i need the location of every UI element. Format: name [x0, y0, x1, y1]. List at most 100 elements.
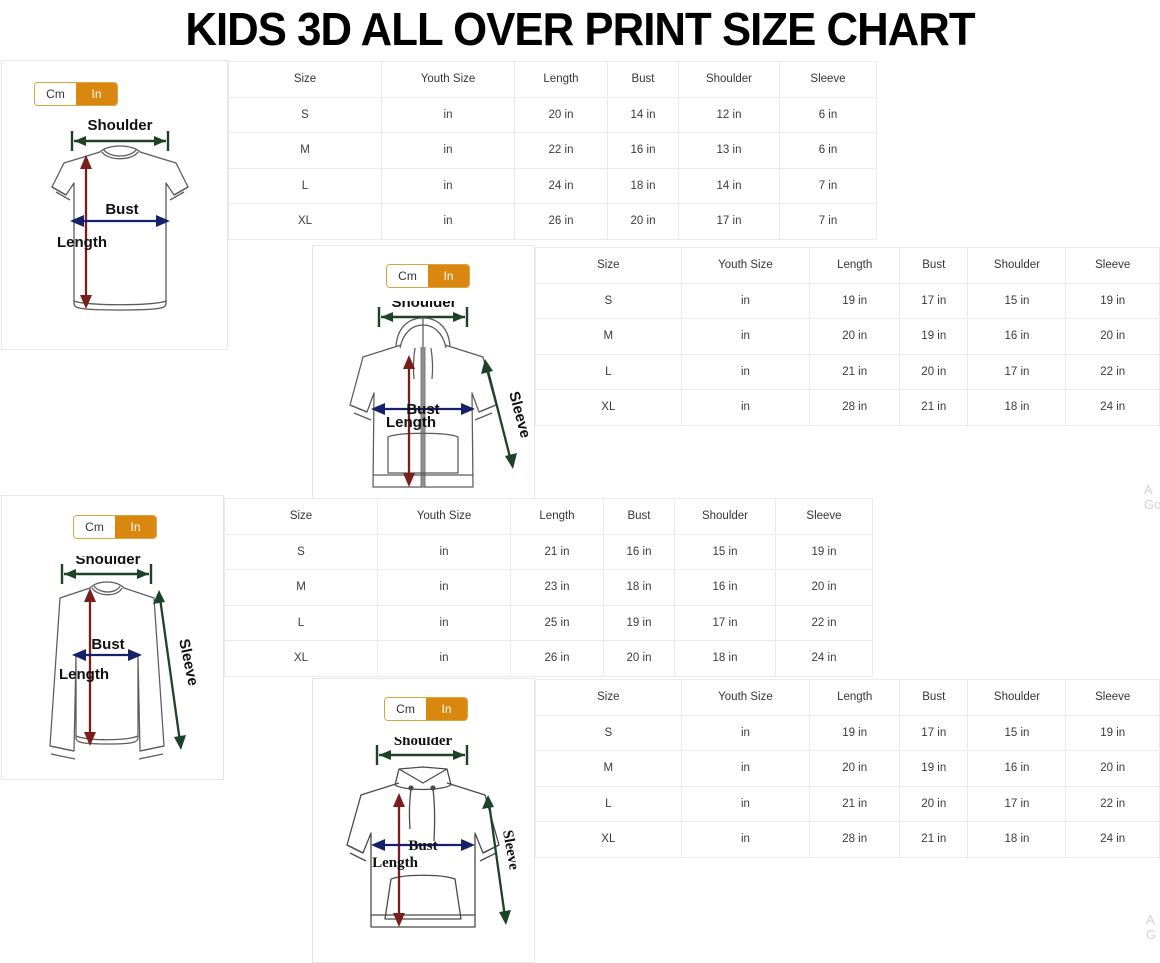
cell-bust: 14 in: [607, 96, 679, 133]
cell-shoulder: 15 in: [967, 282, 1067, 319]
long-sleeve-shirt-diagram: Shoulder Sleeve Length Bust: [49, 556, 202, 760]
size-table-zip-hoodie: Size Youth Size Length Bust Shoulder Sle…: [535, 247, 1160, 426]
cell-sleeve: 24 in: [1065, 821, 1160, 858]
garment-panel-zip-hoodie: Cm In Shoulder: [312, 245, 535, 515]
cell-length: 19 in: [809, 714, 901, 751]
table-header-row: Size Youth Size Length Bust Shoulder Sle…: [224, 498, 873, 535]
col-bust: Bust: [899, 679, 969, 716]
cell-length: 20 in: [809, 318, 901, 355]
cell-size: M: [224, 569, 378, 606]
cell-size: XL: [535, 389, 682, 426]
page-title: KIDS 3D ALL OVER PRINT SIZE CHART: [185, 3, 975, 55]
length-label: Length: [386, 414, 436, 431]
cell-youth: in: [381, 96, 515, 133]
unit-toggle-zip-hoodie[interactable]: Cm In: [386, 264, 470, 288]
shoulder-label: Shoulder: [391, 301, 456, 311]
unit-toggle-in[interactable]: In: [426, 698, 467, 720]
cell-youth: in: [377, 640, 511, 677]
zip-hoodie-diagram: Shoulder Sleev: [349, 301, 530, 488]
cell-length: 28 in: [809, 821, 901, 858]
cell-sleeve: 20 in: [1065, 750, 1160, 787]
cell-size: M: [228, 132, 382, 169]
cell-shoulder: 13 in: [678, 132, 780, 169]
col-size: Size: [224, 498, 378, 535]
col-shoulder: Shoulder: [678, 61, 780, 98]
unit-toggle-cm[interactable]: Cm: [387, 265, 428, 287]
length-label: Length: [59, 666, 109, 683]
cell-youth: in: [377, 604, 511, 641]
col-shoulder: Shoulder: [967, 679, 1067, 716]
size-table-long-sleeve-shirt: Size Youth Size Length Bust Shoulder Sle…: [224, 498, 873, 677]
cell-length: 28 in: [809, 389, 901, 426]
cell-length: 20 in: [514, 96, 608, 133]
length-label: Length: [372, 855, 419, 871]
size-table-t-shirt: Size Youth Size Length Bust Shoulder Sle…: [228, 61, 877, 240]
col-length: Length: [510, 498, 604, 535]
col-shoulder: Shoulder: [674, 498, 776, 535]
unit-toggle-pullover-hoodie[interactable]: Cm In: [384, 697, 468, 721]
cell-size: XL: [535, 821, 682, 858]
cell-length: 21 in: [510, 533, 604, 570]
table-row: XL in 28 in 21 in 18 in 24 in: [535, 821, 1160, 858]
unit-toggle-long-sleeve-shirt[interactable]: Cm In: [73, 515, 157, 539]
cell-bust: 20 in: [607, 203, 679, 240]
sleeve-label: Sleeve: [505, 390, 530, 440]
shoulder-label: Shoulder: [87, 119, 152, 134]
cell-youth: in: [680, 785, 811, 822]
cell-bust: 20 in: [603, 640, 675, 677]
cell-shoulder: 15 in: [967, 714, 1067, 751]
sleeve-label: Sleeve: [175, 637, 202, 687]
cell-youth: in: [680, 714, 811, 751]
cell-shoulder: 17 in: [674, 604, 776, 641]
col-sleeve: Sleeve: [775, 498, 873, 535]
cell-bust: 19 in: [899, 318, 969, 355]
cell-youth: in: [680, 389, 811, 426]
garment-panel-pullover-hoodie: Cm In Shoulder: [312, 678, 535, 963]
unit-toggle-t-shirt[interactable]: Cm In: [34, 82, 118, 106]
watermark-right-mid: A Go: [1144, 482, 1160, 512]
cell-sleeve: 20 in: [1065, 318, 1160, 355]
cell-shoulder: 15 in: [674, 533, 776, 570]
col-sleeve: Sleeve: [779, 61, 877, 98]
col-sleeve: Sleeve: [1065, 247, 1160, 284]
table-row: XL in 26 in 20 in 17 in 7 in: [228, 203, 877, 240]
cell-shoulder: 16 in: [967, 318, 1067, 355]
cell-length: 26 in: [510, 640, 604, 677]
shoulder-label: Shoulder: [394, 737, 453, 749]
unit-toggle-cm[interactable]: Cm: [74, 516, 115, 538]
bust-label: Bust: [91, 636, 124, 653]
col-size: Size: [228, 61, 382, 98]
cell-bust: 20 in: [899, 353, 969, 390]
cell-size: S: [535, 282, 682, 319]
col-length: Length: [514, 61, 608, 98]
bust-label: Bust: [406, 401, 439, 418]
unit-toggle-cm[interactable]: Cm: [35, 83, 76, 105]
cell-shoulder: 12 in: [678, 96, 780, 133]
unit-toggle-in[interactable]: In: [115, 516, 156, 538]
cell-youth: in: [680, 750, 811, 787]
col-size: Size: [535, 247, 682, 284]
cell-sleeve: 19 in: [775, 533, 873, 570]
garment-panel-long-sleeve-shirt: Cm In Shoulder Sleeve Length: [1, 495, 224, 780]
col-youth: Youth Size: [680, 679, 811, 716]
cell-youth: in: [381, 203, 515, 240]
cell-bust: 21 in: [899, 821, 969, 858]
cell-size: XL: [224, 640, 378, 677]
cell-sleeve: 20 in: [775, 569, 873, 606]
cell-youth: in: [680, 282, 811, 319]
unit-toggle-cm[interactable]: Cm: [385, 698, 426, 720]
cell-shoulder: 16 in: [674, 569, 776, 606]
cell-length: 25 in: [510, 604, 604, 641]
unit-toggle-in[interactable]: In: [76, 83, 117, 105]
table-header-row: Size Youth Size Length Bust Shoulder Sle…: [535, 679, 1160, 716]
cell-bust: 20 in: [899, 785, 969, 822]
unit-toggle-in[interactable]: In: [428, 265, 469, 287]
col-length: Length: [809, 679, 901, 716]
